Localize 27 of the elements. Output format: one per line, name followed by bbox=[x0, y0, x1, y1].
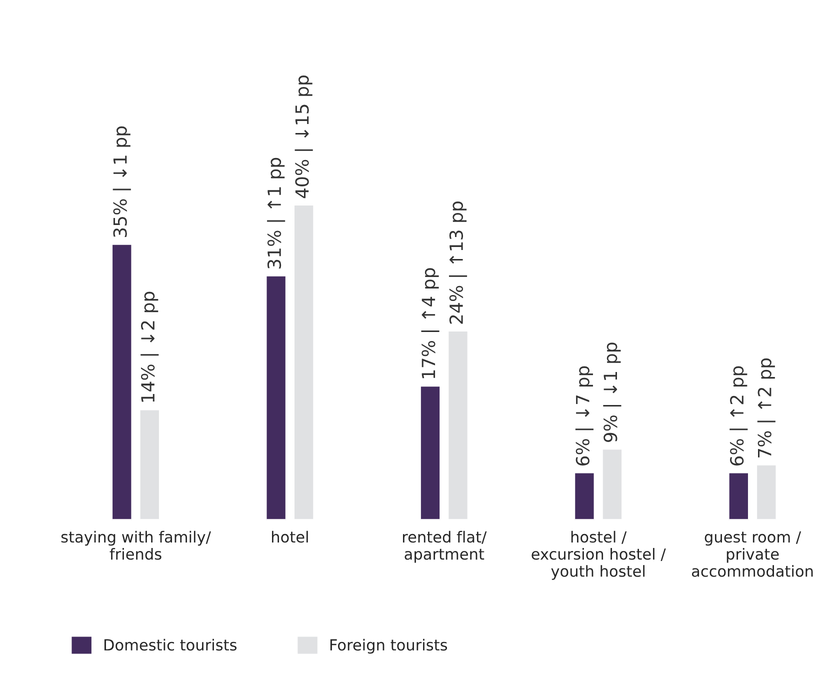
data-label: 40% | ↓15 pp bbox=[294, 76, 313, 198]
bar bbox=[265, 274, 287, 520]
bar bbox=[420, 385, 441, 520]
data-label: 7% | ↑2 pp bbox=[757, 358, 776, 458]
legend-label: Foreign tourists bbox=[330, 638, 448, 654]
bar bbox=[574, 472, 596, 520]
data-label: 6% | ↑2 pp bbox=[730, 366, 748, 466]
x-tick-label: hostel / excursion hostel / youth hostel bbox=[532, 530, 666, 580]
data-label: 35% | ↓1 pp bbox=[112, 126, 131, 238]
data-label: 14% | ↓2 pp bbox=[140, 292, 159, 402]
x-tick-label: rented flat/ apartment bbox=[402, 530, 487, 563]
x-tick-label: staying with family/ friends bbox=[61, 530, 211, 560]
bar bbox=[111, 243, 133, 520]
bar bbox=[138, 408, 160, 520]
data-label: 9% | ↓1 pp bbox=[603, 342, 622, 442]
data-label: 6% | ↓7 pp bbox=[575, 366, 594, 466]
bar bbox=[293, 204, 315, 520]
x-tick-label: hotel bbox=[272, 530, 308, 543]
data-label: 24% | ↑13 pp bbox=[448, 202, 468, 324]
data-label: 31% | ↑1 pp bbox=[267, 158, 286, 269]
data-label: 17% | ↑4 pp bbox=[421, 268, 440, 378]
bar bbox=[601, 448, 623, 520]
bar bbox=[447, 330, 469, 520]
x-tick-label: guest room / private accommodation bbox=[692, 531, 813, 577]
bar bbox=[728, 472, 750, 520]
legend-label: Domestic tourists bbox=[104, 638, 237, 651]
bar bbox=[756, 464, 778, 520]
